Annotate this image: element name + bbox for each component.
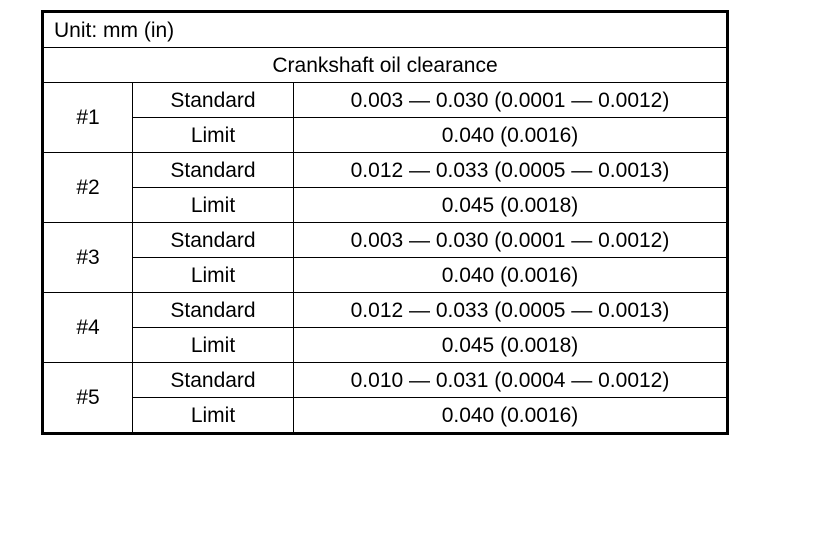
- entry-row: Limit 0.045 (0.0018): [43, 327, 728, 363]
- title-row: Crankshaft oil clearance: [42, 47, 728, 83]
- unit: Unit: mm (in): [42, 11, 728, 48]
- entry-label: Standard: [132, 292, 294, 328]
- entry-row: Limit 0.045 (0.0018): [43, 187, 728, 223]
- entry-label: Limit: [132, 187, 294, 223]
- entry-value: 0.040 (0.0016): [293, 117, 728, 153]
- entry-label: Limit: [132, 257, 294, 293]
- entry-row: Limit 0.040 (0.0016): [43, 117, 728, 153]
- entry-label: Limit: [132, 397, 294, 434]
- entry-value: 0.003 — 0.030 (0.0001 — 0.0012): [293, 222, 728, 258]
- entry-label: Limit: [132, 117, 294, 153]
- entry-value: 0.012 — 0.033 (0.0005 — 0.0013): [293, 292, 728, 328]
- entry-value: 0.045 (0.0018): [293, 327, 728, 363]
- clearance-table: Unit: mm (in) Crankshaft oil clearance #…: [41, 10, 729, 435]
- table-body: Unit: mm (in) Crankshaft oil clearance #…: [42, 11, 728, 434]
- journal: #3: [42, 222, 133, 293]
- journal: #5: [42, 362, 133, 434]
- unit-row: Unit: mm (in): [42, 11, 728, 48]
- entry-value: 0.003 — 0.030 (0.0001 — 0.0012): [293, 82, 728, 118]
- table-title: Crankshaft oil clearance: [42, 47, 728, 83]
- journal: #4: [42, 292, 133, 363]
- entry-row: Limit 0.040 (0.0016): [43, 397, 728, 434]
- entry-row: Limit 0.040 (0.0016): [43, 257, 728, 293]
- entry-row: #4 Standard 0.012 — 0.033 (0.0005 — 0.0013…: [42, 292, 728, 363]
- entry-value: 0.045 (0.0018): [293, 187, 728, 223]
- journal: #2: [42, 152, 133, 223]
- entry-value: 0.012 — 0.033 (0.0005 — 0.0013): [293, 152, 728, 188]
- entry-row: #1 Standard 0.003 — 0.030 (0.0001 — 0.0012…: [42, 82, 728, 153]
- entry-value: 0.040 (0.0016): [293, 257, 728, 293]
- entry-row: #5 Standard 0.010 — 0.031 (0.0004 — 0.0012…: [42, 362, 728, 434]
- entry-label: Standard: [132, 152, 294, 188]
- entry-value: 0.010 — 0.031 (0.0004 — 0.0012): [293, 362, 728, 398]
- journal: #1: [42, 82, 133, 153]
- entry-value: 0.040 (0.0016): [293, 397, 728, 434]
- entry-label: Standard: [132, 222, 294, 258]
- entry-row: #2 Standard 0.012 — 0.033 (0.0005 — 0.0013…: [42, 152, 728, 223]
- entry-row: #3 Standard 0.003 — 0.030 (0.0001 — 0.0012…: [42, 222, 728, 293]
- entry-label: Standard: [132, 82, 294, 118]
- entry-label: Limit: [132, 327, 294, 363]
- entry-label: Standard: [132, 362, 294, 398]
